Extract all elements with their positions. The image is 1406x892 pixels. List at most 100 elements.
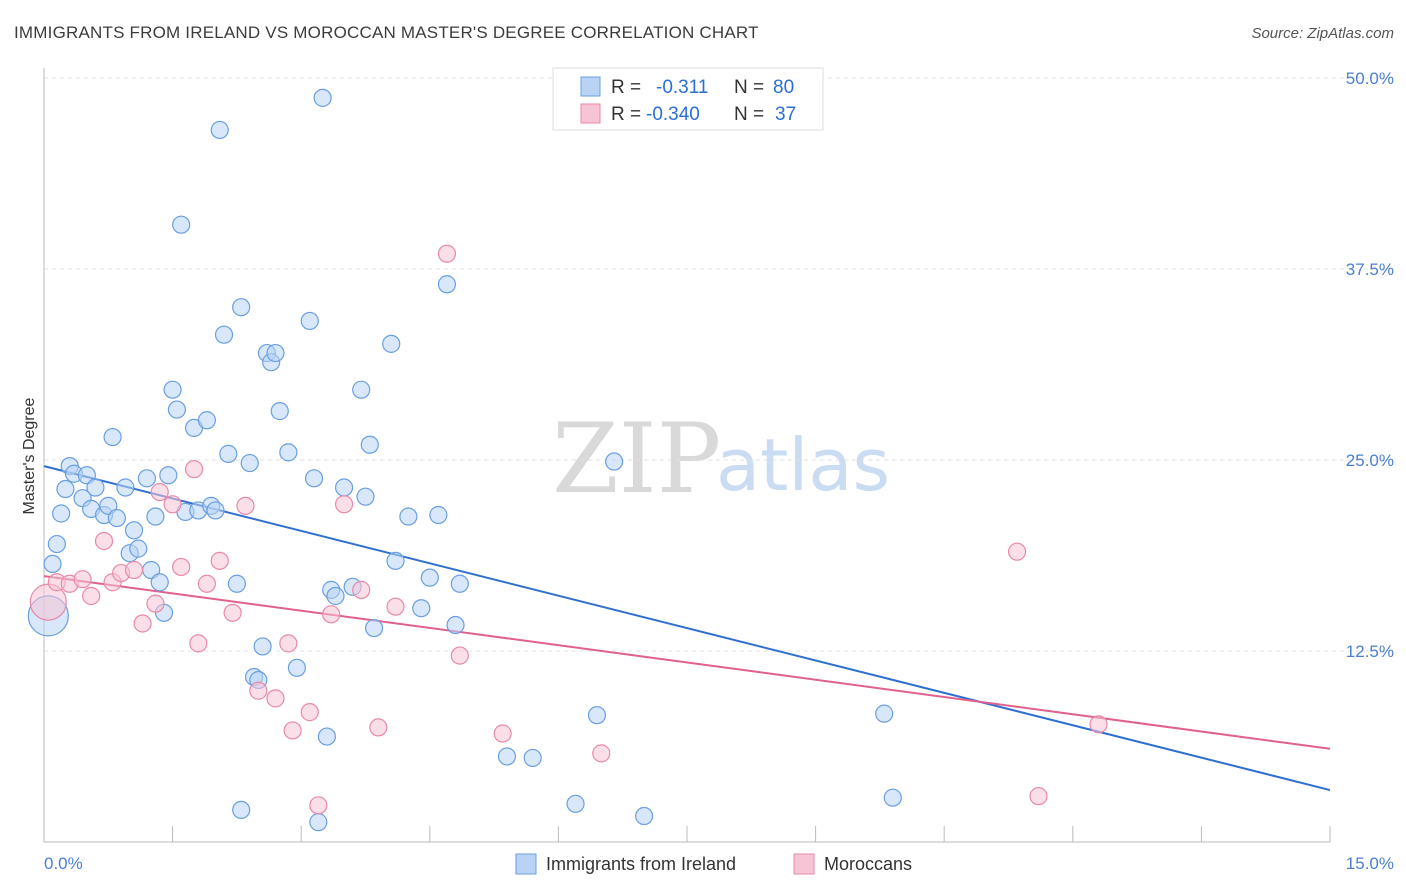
point-ireland <box>86 478 105 497</box>
legend-r-label-1: R = <box>611 77 641 98</box>
point-ireland <box>232 800 251 820</box>
point-moroccan <box>150 482 169 502</box>
x-tick-label-max: 15.0% <box>1346 854 1394 873</box>
point-moroccan <box>146 594 165 613</box>
point-ireland <box>56 479 75 499</box>
point-ireland <box>227 574 246 593</box>
point-ireland <box>386 551 405 570</box>
point-ireland <box>429 505 448 525</box>
point-ireland <box>446 615 465 635</box>
point-ireland <box>116 478 135 497</box>
legend-n-value-1: 80 <box>773 77 794 98</box>
point-moroccan <box>236 496 255 515</box>
point-ireland <box>214 325 234 344</box>
point-ireland <box>279 443 298 462</box>
point-moroccan <box>437 244 457 263</box>
point-ireland <box>605 452 624 471</box>
y-tick-labels: 12.5% 25.0% 37.5% 50.0% <box>1346 69 1394 661</box>
point-ireland <box>364 618 384 638</box>
point-ireland <box>240 453 259 473</box>
series-legend: Immigrants from Ireland Moroccans <box>515 853 912 875</box>
point-ireland <box>266 343 285 363</box>
chart-title: IMMIGRANTS FROM IRELAND VS MOROCCAN MAST… <box>14 23 759 42</box>
point-moroccan <box>266 689 285 708</box>
legend-n-label-2: N = <box>734 104 764 125</box>
point-moroccan <box>1089 715 1108 734</box>
point-ireland <box>587 706 607 725</box>
point-ireland <box>382 334 401 353</box>
legend-r-value-1: -0.311 <box>656 77 708 98</box>
point-moroccan <box>334 495 354 514</box>
point-moroccan <box>1007 542 1027 561</box>
watermark: ZIP atlas <box>552 403 890 515</box>
point-ireland <box>253 637 272 656</box>
point-ireland <box>304 469 324 488</box>
point-moroccan <box>189 634 208 653</box>
point-moroccan <box>279 634 298 653</box>
legend-swatch-ireland <box>580 76 601 97</box>
point-moroccan <box>184 460 204 479</box>
point-ireland <box>150 573 169 592</box>
point-ireland <box>412 599 431 618</box>
point-ireland <box>167 400 186 419</box>
y-tick-label: 50.0% <box>1346 69 1394 88</box>
point-ireland <box>313 88 332 107</box>
watermark-zip: ZIP <box>552 403 721 515</box>
point-moroccan <box>163 495 182 514</box>
axes <box>43 68 1331 843</box>
point-moroccan <box>386 597 405 616</box>
point-moroccan <box>283 721 302 740</box>
point-moroccan <box>300 703 319 722</box>
point-ireland <box>883 788 902 807</box>
point-ireland <box>360 435 379 454</box>
point-moroccan <box>73 570 92 589</box>
point-ireland <box>137 469 156 488</box>
point-ireland <box>523 748 542 768</box>
point-ireland <box>43 554 62 574</box>
point-moroccan <box>133 614 152 633</box>
point-ireland <box>47 534 66 554</box>
point-moroccan <box>249 681 268 700</box>
x-tick-label-min: 0.0% <box>44 854 83 873</box>
legend-n-label-1: N = <box>734 77 764 98</box>
point-ireland <box>146 507 165 526</box>
point-ireland <box>334 478 354 497</box>
point-ireland <box>300 311 319 331</box>
point-ireland <box>352 380 371 399</box>
y-tick-label: 37.5% <box>1346 260 1394 279</box>
point-moroccan <box>197 574 216 593</box>
point-moroccan <box>493 724 512 743</box>
point-ireland <box>107 508 126 528</box>
series-legend-swatch-moroccans <box>793 853 815 875</box>
y-tick-label: 12.5% <box>1346 642 1394 661</box>
point-ireland <box>566 794 585 813</box>
point-moroccan <box>309 796 328 815</box>
series-legend-swatch-ireland <box>515 853 537 875</box>
point-ireland <box>635 806 654 826</box>
point-moroccan <box>124 560 144 580</box>
point-ireland <box>129 539 148 558</box>
trend-line-moroccans <box>43 575 1331 750</box>
legend-r-label-2: R = <box>611 104 641 125</box>
point-ireland <box>309 813 328 832</box>
stats-legend: R = -0.311 N = 80 R = -0.340 N = 37 <box>552 67 824 131</box>
point-ireland <box>232 298 251 317</box>
point-ireland <box>103 427 122 447</box>
gridlines <box>44 77 1394 652</box>
point-moroccan <box>592 744 611 763</box>
chart-source: Source: ZipAtlas.com <box>1251 25 1394 42</box>
series-legend-label-ireland: Immigrants from Ireland <box>546 854 736 874</box>
point-ireland <box>206 501 225 520</box>
trend-lines <box>43 465 1331 792</box>
point-ireland <box>159 466 178 485</box>
point-ireland <box>124 521 144 540</box>
point-ireland <box>399 507 418 526</box>
point-ireland <box>163 380 182 399</box>
point-ireland <box>450 574 469 593</box>
point-ireland <box>172 215 191 234</box>
y-axis-label: Master's Degree <box>21 397 38 514</box>
legend-n-value-2: 37 <box>775 104 796 125</box>
legend-r-value-2: -0.340 <box>646 104 700 125</box>
point-moroccan <box>322 605 341 624</box>
point-moroccan <box>352 580 371 599</box>
